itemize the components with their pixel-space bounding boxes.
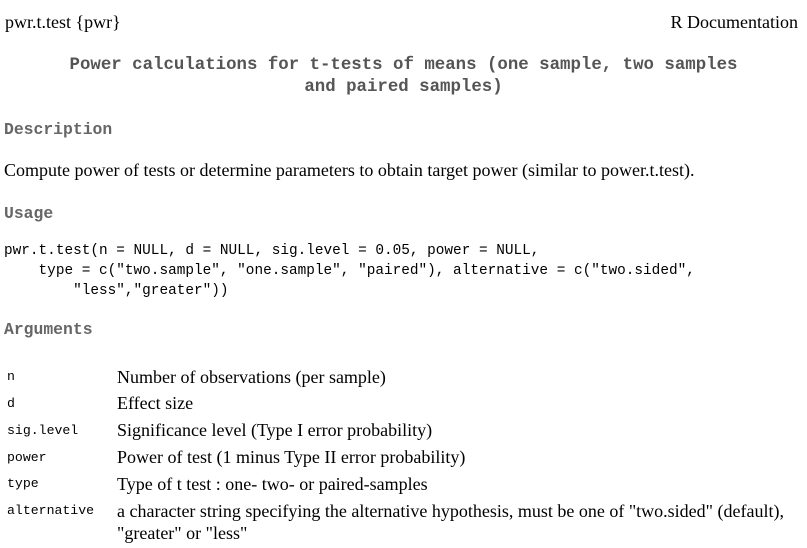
arguments-heading: Arguments [4,320,93,339]
page-title: Power calculations for t-tests of means … [0,55,807,99]
usage-line-1: pwr.t.test(n = NULL, d = NULL, sig.level… [4,243,540,259]
topic-label: pwr.t.test {pwr} [5,12,121,32]
description-text: Compute power of tests or determine para… [4,160,695,180]
usage-heading: Usage [4,204,54,223]
argument-name: sig.level [7,423,79,438]
argument-description: a character string specifying the altern… [117,501,784,543]
argument-description: Significance level (Type I error probabi… [117,420,433,440]
argument-description: Power of test (1 minus Type II error pro… [117,447,466,467]
usage-line-3: "less","greater")) [4,283,229,299]
argument-name: n [7,369,15,384]
argument-description: Number of observations (per sample) [117,367,386,387]
argument-name: type [7,476,39,491]
argument-name: alternative [7,503,95,518]
page-title-line-1: Power calculations for t-tests of means … [69,56,738,75]
argument-description: Effect size [117,393,194,413]
argument-description: Type of t test : one- two- or paired-sam… [117,474,428,494]
argument-name: power [7,450,47,465]
usage-code-block: pwr.t.test(n = NULL, d = NULL, sig.level… [4,241,695,301]
usage-line-2: type = c("two.sample", "one.sample", "pa… [4,263,695,279]
page-title-line-2: and paired samples) [304,78,503,97]
r-documentation-label: R Documentation [670,12,798,32]
argument-name: d [7,396,15,411]
description-heading: Description [4,120,113,139]
